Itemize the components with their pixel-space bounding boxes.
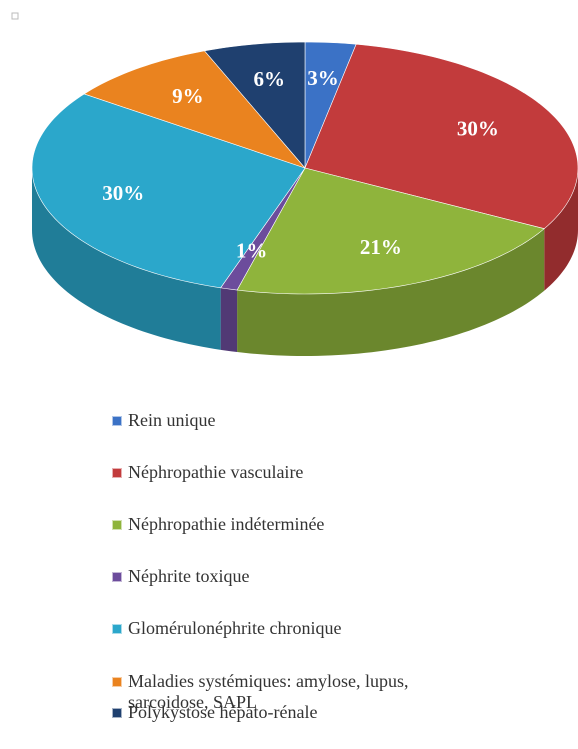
legend-label: Glomérulonéphrite chronique [128,618,342,638]
pie-tops [31,41,578,295]
data-label: 6% [253,67,285,91]
pie-side [237,228,545,356]
data-label: 9% [172,84,204,108]
data-label: 3% [307,66,339,90]
legend-item: Maladies systémiques: amylose, lupus, sa… [112,671,412,713]
corner-handle [11,12,19,20]
legend-swatch [112,624,122,634]
data-label: 1% [236,239,268,263]
legend-item: Néphropathie indéterminée [112,514,412,535]
legend-label: Rein unique [128,410,216,430]
pie-side [544,168,578,291]
legend-swatch [112,416,122,426]
legend-swatch [112,468,122,478]
legend-swatch [112,677,122,687]
legend-label: Néphrite toxique [128,566,250,586]
data-label: 30% [102,181,144,205]
pie-slice [83,50,306,169]
legend-label: Néphropathie vasculaire [128,462,304,482]
legend-item: Rein unique [112,410,412,431]
legend-swatch [112,572,122,582]
pie-slice [236,167,545,295]
data-label: 30% [457,116,499,140]
chart: 3% 30% 21% 1% 30% 9% 6% [11,12,578,356]
pie-side [220,287,238,353]
pie-slice [31,93,306,289]
pie-slice [304,43,578,230]
legend-item: Néphropathie vasculaire [112,462,412,483]
legend-label: Polykystose hépato-rénale [128,702,318,722]
pie-sides [32,168,578,356]
pie-side [32,168,221,350]
pie-slice [203,41,306,169]
legend-item: Polykystose hépato-rénale [112,702,412,723]
legend-label: Maladies systémiques: amylose, lupus, sa… [128,671,409,712]
data-label: 21% [360,235,402,259]
legend-label: Néphropathie indéterminée [128,514,325,534]
legend-item: Glomérulonéphrite chronique [112,618,412,639]
legend-swatch [112,708,122,718]
legend-swatch [112,520,122,530]
legend-item: Néphrite toxique [112,566,412,587]
